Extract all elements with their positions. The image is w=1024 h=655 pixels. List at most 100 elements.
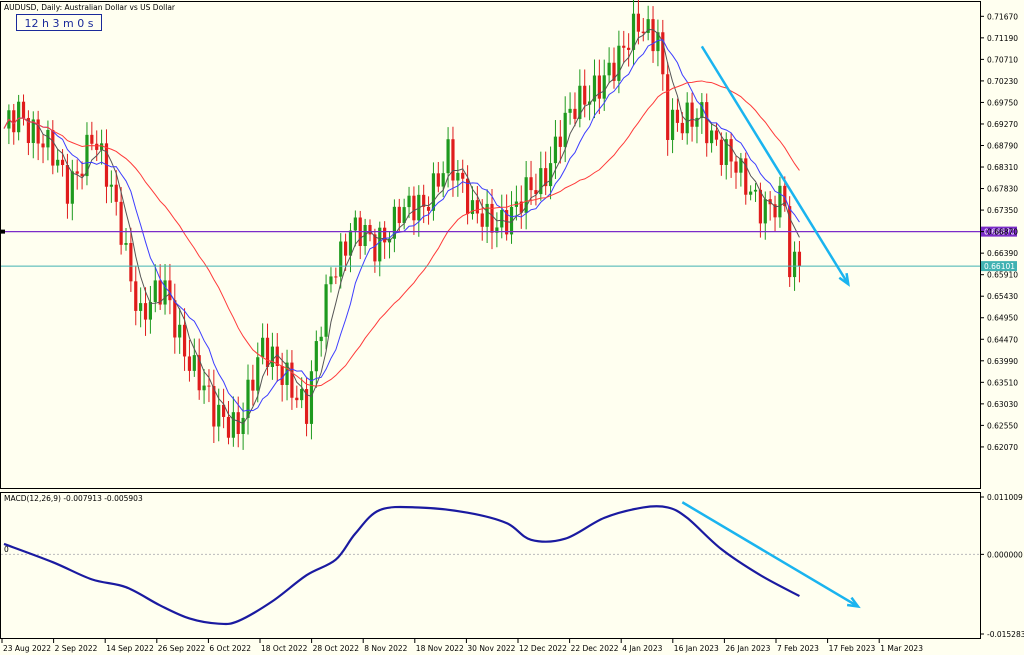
level-line-handle bbox=[1, 229, 5, 234]
candle-body bbox=[134, 281, 138, 311]
candle-body bbox=[558, 136, 562, 147]
candle-body bbox=[329, 276, 333, 285]
candle-body bbox=[773, 204, 777, 218]
candle-body bbox=[573, 108, 577, 119]
candle-body bbox=[124, 243, 128, 245]
candle-body bbox=[685, 102, 689, 134]
price-tick-label: 0.65910 bbox=[987, 271, 1018, 280]
time-tick-label: 17 Feb 2023 bbox=[829, 644, 876, 653]
candle-body bbox=[495, 227, 499, 233]
time-axis: 23 Aug 2022 2 Sep 2022 14 Sep 2022 26 Sep 2… bbox=[1, 639, 923, 653]
level-price-tag bbox=[981, 226, 1017, 237]
macd-axis: 0.011009 0.000000 -0.015283 bbox=[980, 493, 1024, 639]
candle-body bbox=[139, 303, 143, 311]
candle-body bbox=[592, 75, 597, 102]
candle-body bbox=[178, 324, 182, 338]
price-tick-label: 0.71190 bbox=[987, 34, 1018, 43]
candle-body bbox=[622, 45, 626, 48]
candle-body bbox=[675, 109, 680, 123]
candle-body bbox=[217, 404, 221, 427]
candle-body bbox=[578, 85, 582, 119]
candle-body bbox=[519, 201, 523, 213]
candle-body bbox=[563, 112, 567, 147]
candle-body bbox=[378, 227, 382, 262]
candle-body bbox=[182, 324, 187, 357]
candle-body bbox=[407, 195, 411, 208]
macd-tick-label: -0.015283 bbox=[987, 630, 1024, 639]
price-tick-label: 0.69750 bbox=[987, 98, 1018, 107]
time-tick-label: 22 Dec 2022 bbox=[571, 644, 619, 653]
candle-body bbox=[422, 194, 426, 207]
candle-body bbox=[339, 241, 343, 277]
candle-body bbox=[383, 227, 387, 243]
candle-body bbox=[226, 416, 231, 438]
candle-body bbox=[544, 168, 548, 187]
time-tick-label: 26 Sep 2022 bbox=[158, 644, 206, 653]
candle-body bbox=[270, 346, 274, 368]
candle-body bbox=[324, 284, 328, 337]
time-tick-label: 8 Nov 2022 bbox=[364, 644, 407, 653]
price-axis: 0.71670 0.71190 0.70710 0.70230 0.69750 0.692… bbox=[980, 12, 1018, 452]
candle-body bbox=[56, 159, 60, 166]
price-tick-label: 0.70230 bbox=[987, 77, 1018, 86]
candle-body bbox=[290, 362, 294, 398]
candle-body bbox=[690, 102, 694, 127]
candle-body bbox=[353, 217, 357, 231]
candle-body bbox=[553, 136, 558, 164]
macd-tick-label: 0.000000 bbox=[987, 550, 1023, 559]
price-tick-label: 0.62070 bbox=[987, 443, 1018, 452]
candle-body bbox=[129, 243, 133, 282]
price-tick-label: 0.67830 bbox=[987, 185, 1018, 194]
chart-title: AUDUSD, Daily: Australian Dollar vs US D… bbox=[4, 3, 176, 12]
macd-zero-label: 0 bbox=[4, 545, 9, 554]
candle-body bbox=[246, 379, 250, 418]
time-tick-label: 12 Dec 2022 bbox=[519, 644, 567, 653]
candle-body bbox=[524, 177, 528, 213]
moving-averages-layer bbox=[3, 28, 800, 425]
candle-body bbox=[173, 300, 177, 338]
current-price-tag bbox=[981, 261, 1017, 272]
candle-body bbox=[656, 32, 660, 52]
candle-body bbox=[85, 134, 89, 177]
candle-body bbox=[509, 206, 514, 235]
candle-body bbox=[480, 213, 484, 227]
candle-body bbox=[314, 341, 318, 372]
candle-body bbox=[26, 117, 30, 144]
candle-body bbox=[446, 139, 450, 174]
candle-body bbox=[21, 101, 26, 118]
price-tick-label: 0.63030 bbox=[987, 400, 1018, 409]
price-tick-label: 0.68310 bbox=[987, 163, 1018, 172]
candle-body bbox=[719, 139, 723, 165]
time-tick-label: 28 Oct 2022 bbox=[313, 644, 360, 653]
candle-body bbox=[41, 143, 45, 148]
candle-body bbox=[778, 185, 782, 218]
candle-body bbox=[700, 102, 704, 118]
candle-body bbox=[617, 45, 621, 81]
candle-body bbox=[705, 102, 709, 144]
candle-body bbox=[143, 303, 148, 320]
candle-body bbox=[95, 143, 99, 150]
candle-body bbox=[261, 337, 265, 358]
candle-body bbox=[475, 200, 479, 214]
candle-body bbox=[485, 203, 489, 227]
candle-body bbox=[36, 119, 40, 144]
candle-body bbox=[187, 356, 192, 371]
price-tick-label: 0.71670 bbox=[987, 12, 1018, 21]
candle-body bbox=[46, 130, 50, 148]
candle-body bbox=[431, 173, 436, 211]
candle-body bbox=[309, 371, 314, 424]
candle-body bbox=[417, 194, 421, 221]
candle-body bbox=[792, 251, 797, 278]
time-tick-label: 2 Sep 2022 bbox=[55, 644, 98, 653]
candle-body bbox=[641, 31, 645, 33]
candle-body bbox=[319, 336, 323, 342]
price-tick-label: 0.64470 bbox=[987, 335, 1018, 344]
price-tick-label: 0.66870 bbox=[987, 228, 1018, 237]
candle-body bbox=[304, 389, 309, 424]
candle-body bbox=[17, 101, 21, 133]
time-tick-label: 30 Nov 2022 bbox=[467, 644, 515, 653]
candle-body bbox=[714, 130, 719, 140]
candle-body bbox=[627, 47, 631, 50]
candle-body bbox=[724, 139, 728, 165]
